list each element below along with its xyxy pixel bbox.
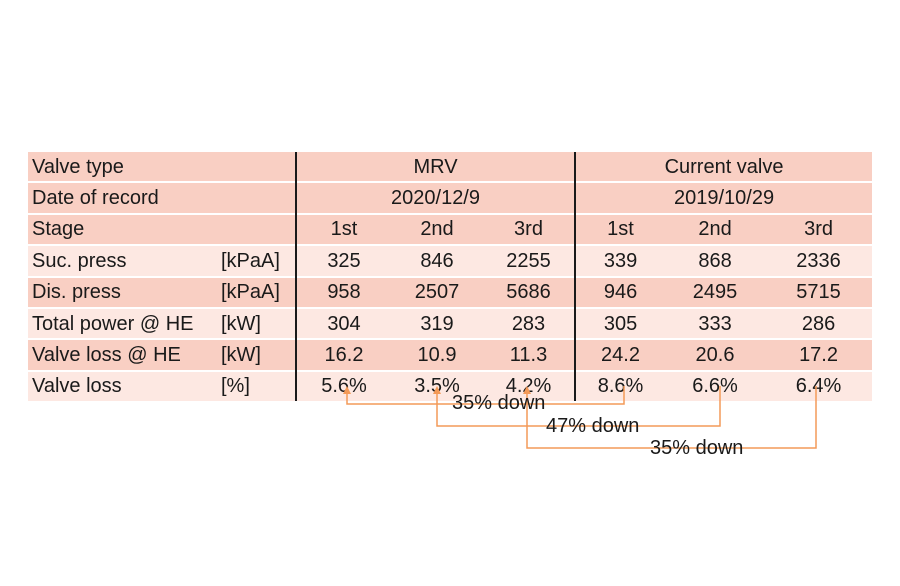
table-cell: 305 [574,306,666,340]
table-cell: 958 [295,275,391,308]
comparison-label-2: 47% down [546,415,640,437]
table-row: Dis. press [kPaA] 958 2507 5686 946 2495… [28,275,873,308]
table-cell: 283 [483,306,576,340]
table-cell: 20.6 [665,338,766,371]
stage-header: 1st [295,212,391,246]
comparison-arrow-3 [526,386,817,449]
table-cell: 5715 [765,275,873,308]
row-label: Valve loss @ HE [28,338,221,371]
table-cell: 2495 [665,275,766,308]
row-label: Total power @ HE [28,306,221,340]
stage-label: Stage [28,212,221,246]
table-cell: 868 [665,244,766,277]
row-unit: [kPaA] [221,244,296,277]
table-cell: 4.2% [483,369,576,402]
table-cell: 333 [665,306,766,340]
row-label: Valve loss [28,369,221,402]
table-cell: 286 [765,306,873,340]
row-label: Suc. press [28,244,221,277]
table-row: Valve loss @ HE [kW] 16.2 10.9 11.3 24.2… [28,338,873,371]
row-label: Dis. press [28,275,221,308]
stage-header: 3rd [483,212,576,246]
table-cell: 6.4% [765,369,873,402]
table-row: Total power @ HE [kW] 304 319 283 305 33… [28,306,873,340]
table-row: Valve loss [%] 5.6% 3.5% 4.2% 8.6% 6.6% … [28,369,873,402]
row-unit: [kW] [221,338,296,371]
table-cell: 17.2 [765,338,873,371]
comparison-arrow-2 [436,386,721,427]
table-cell: 2255 [483,244,576,277]
table-cell: 2507 [391,275,483,308]
table-cell: 2336 [765,244,873,277]
valve-type-label: Valve type [28,149,296,183]
table-cell: 16.2 [295,338,391,371]
row-unit: [%] [221,369,296,402]
date-label: Date of record [28,181,296,214]
stage-header: 1st [574,212,666,246]
table-cell: 11.3 [483,338,576,371]
valve-comparison-table: Valve type MRV Current valve Date of rec… [28,149,873,402]
table-cell: 304 [295,306,391,340]
mrv-group-header: MRV [294,149,576,183]
row-unit: [kW] [221,306,296,340]
table-cell: 24.2 [574,338,666,371]
stage-header: 2nd [391,212,483,246]
comparison-arrow-1 [346,386,625,405]
arrowhead-2 [433,386,441,394]
table-cell: 319 [391,306,483,340]
row-unit: [kPaA] [221,275,296,308]
date-row: Date of record 2020/12/9 2019/10/29 [28,181,873,215]
table-cell: 846 [391,244,483,277]
table-cell: 6.6% [665,369,766,402]
table-cell: 339 [574,244,666,277]
stage-unit-cell [221,212,296,246]
table-cell: 946 [574,275,666,308]
current-valve-group-header: Current valve [574,149,873,183]
table-cell: 8.6% [574,369,666,402]
arrowhead-1 [343,386,351,394]
arrowhead-3 [523,386,531,394]
mrv-date: 2020/12/9 [294,181,576,215]
stage-header: 3rd [765,212,873,246]
current-valve-date: 2019/10/29 [574,181,873,215]
comparison-label-3: 35% down [650,437,744,459]
table-cell: 10.9 [391,338,483,371]
valve-type-row: Valve type MRV Current valve [28,149,873,183]
table-row: Suc. press [kPaA] 325 846 2255 339 868 2… [28,244,873,277]
table-cell: 5.6% [295,369,391,402]
table-cell: 325 [295,244,391,277]
table-cell: 5686 [483,275,576,308]
comparison-label-1: 35% down [452,392,546,414]
stage-header: 2nd [665,212,766,246]
stage-row: Stage 1st 2nd 3rd 1st 2nd 3rd [28,212,873,246]
